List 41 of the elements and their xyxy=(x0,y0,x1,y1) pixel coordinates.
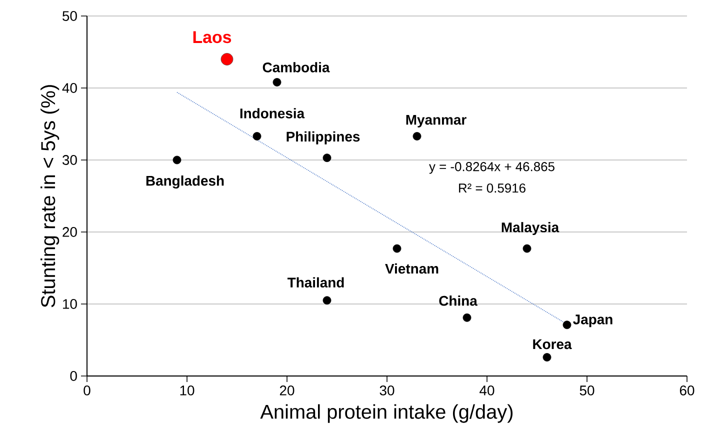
point xyxy=(252,132,262,140)
point xyxy=(272,78,282,86)
x-tick-label: 50 xyxy=(580,386,594,396)
point xyxy=(172,156,182,164)
y-tick-label: 10 xyxy=(63,299,77,309)
annotation: R² = 0.5916 xyxy=(459,183,526,193)
point xyxy=(322,296,332,305)
y-tick-label: 50 xyxy=(62,11,77,21)
point xyxy=(220,53,234,66)
x-axis-title: Animal protein intake (g/day) xyxy=(260,404,513,423)
y-tick-label: 0 xyxy=(70,371,77,381)
x-tick-label: 0 xyxy=(84,386,90,396)
series-label: Philippines xyxy=(286,131,360,144)
series-label: Japan xyxy=(573,314,612,328)
series-label: Myanmar xyxy=(406,114,466,128)
series-label: China xyxy=(439,296,478,306)
point xyxy=(562,320,572,330)
series-label: Thailand xyxy=(287,277,344,288)
series-label: Indonesia xyxy=(240,108,305,118)
point xyxy=(322,154,332,162)
point xyxy=(522,244,532,253)
y-tick-label: 40 xyxy=(62,83,77,93)
y-tick-label: 20 xyxy=(62,227,77,237)
point xyxy=(412,132,422,140)
x-tick-label: 60 xyxy=(680,386,694,396)
series-label: Cambodia xyxy=(262,62,330,72)
series-label: Korea xyxy=(533,339,572,350)
series-label: Bangladesh xyxy=(146,175,224,189)
annotation: y = -0.8264x + 46.865 xyxy=(429,162,554,174)
series-label: Vietnam xyxy=(385,263,438,274)
x-tick-label: 20 xyxy=(280,386,294,396)
series-label: Laos xyxy=(193,31,232,44)
y-tick-label: 30 xyxy=(62,155,77,165)
x-tick-label: 40 xyxy=(480,386,494,396)
point xyxy=(392,244,402,253)
series-label: Malaysia xyxy=(502,222,560,236)
x-tick-label: 10 xyxy=(180,386,194,396)
y-axis-title: Stunting rate in < 5ys (%) xyxy=(40,85,60,308)
point xyxy=(462,313,472,322)
point xyxy=(542,353,552,362)
x-tick-label: 30 xyxy=(380,386,394,396)
